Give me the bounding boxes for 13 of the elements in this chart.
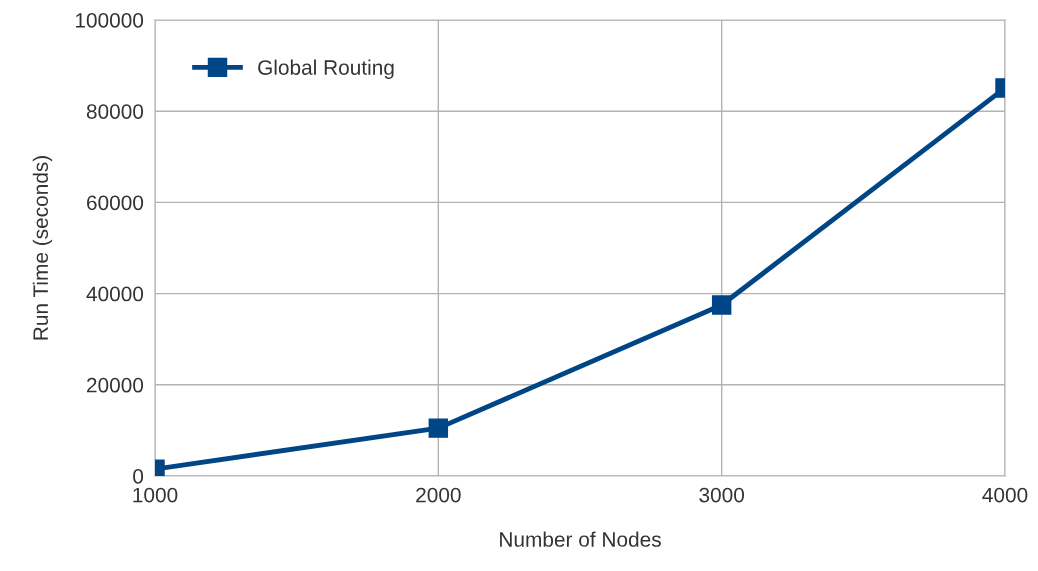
y-tick-label: 40000 — [86, 286, 144, 302]
x-tick-label: 2000 — [416, 487, 461, 503]
legend-label: Global Routing — [258, 59, 394, 79]
x-tick-label: 3000 — [699, 487, 745, 503]
y-tick-label: 80000 — [86, 104, 144, 119]
x-tick-label: 4000 — [982, 487, 1028, 503]
y-tick-label: 20000 — [87, 377, 144, 393]
y-tick-label: 60000 — [87, 195, 144, 211]
y-axis-title: Run Time (seconds) — [32, 156, 53, 340]
y-tick-label: 0 — [133, 469, 144, 484]
y-tick-label: 100000 — [75, 13, 144, 28]
x-axis-title: Number of Nodes — [500, 531, 661, 547]
x-tick-label: 1000 — [133, 487, 178, 503]
